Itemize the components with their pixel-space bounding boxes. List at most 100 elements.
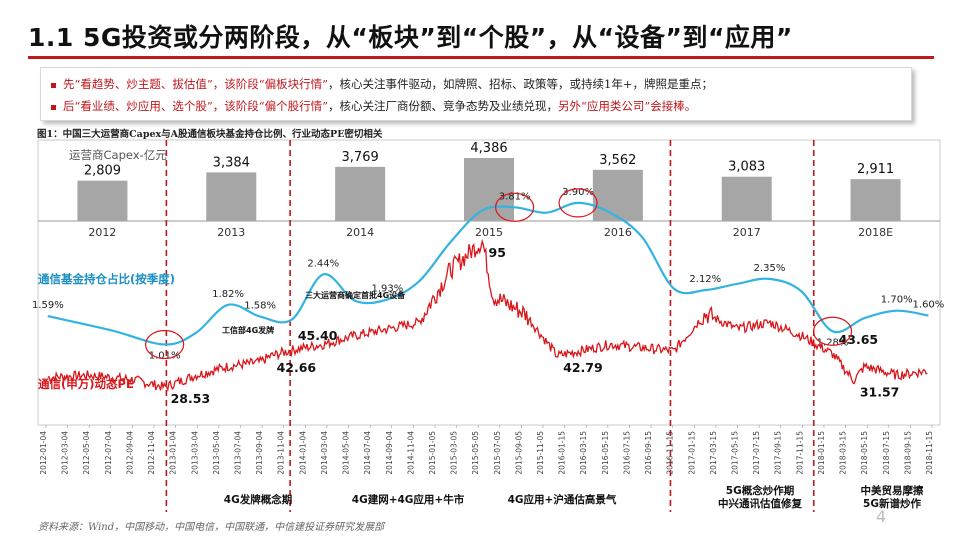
holding-point-label: 1.82% [212,289,244,300]
x-tick-label: 2013-07-04 [233,431,242,475]
x-tick-label: 2018-03-15 [839,431,848,475]
holding-point-label: 2.44% [307,258,339,269]
x-tick-label: 2013-03-04 [190,431,199,475]
capex-value-label: 4,386 [470,141,507,156]
x-tick-label: 2015-05-05 [471,431,480,475]
annotation-4g-license: 工信部4G发牌 [222,325,274,335]
bullet-1-emphasis: 先“看趋势、炒主题、拔估值”，该阶段“偏板块行情” [63,77,329,91]
page-title: 1.1 5G投资或分两阶段，从“板块”到“个股”，从“设备”到“应用” [28,23,793,52]
bullet-point-1: 先“看趋势、炒主题、拔估值”，该阶段“偏板块行情”，核心关注事件驱动，如牌照、招… [51,76,713,92]
capex-year-label: 2014 [346,226,374,239]
x-tick-label: 2017-11-15 [795,431,804,475]
capex-year-label: 2016 [604,226,632,239]
capex-axis-label: 运营商Capex-亿元 [69,148,167,162]
x-tick-label: 2014-07-04 [363,431,372,475]
x-tick-label: 2013-11-04 [277,431,286,475]
x-tick-label: 2013-01-04 [169,431,178,475]
bullet-square-icon [51,104,56,110]
capex-year-label: 2015 [475,226,503,239]
x-tick-label: 2016-07-15 [622,431,631,475]
holding-point-label: 1.93% [371,283,403,294]
phase-label-1: 4G发牌概念期 [224,493,292,506]
x-tick-label: 2012-09-04 [125,431,134,475]
holding-point-label: 1.70% [881,295,913,306]
phase-label-4: 5G概念炒作期 [726,484,794,497]
title-underline [28,56,934,59]
capex-bar-2013 [206,172,257,221]
x-tick-label: 2012-05-04 [82,431,91,475]
x-tick-label: 2015-03-05 [450,431,459,475]
holding-point-label: 3.90% [562,187,594,198]
capex-bar-2014 [335,166,386,221]
pe-ratio-line [47,238,928,393]
capex-year-label: 2018E [858,226,893,239]
x-tick-label: 2013-09-04 [255,431,264,475]
capex-value-label: 2,809 [84,164,121,179]
x-tick-label: 2016-01-15 [558,431,567,475]
x-tick-label: 2014-03-04 [320,431,329,475]
highlight-circle-4 [812,316,853,346]
x-tick-label: 2012-03-04 [61,431,70,475]
pe-point-label: 43.65 [839,332,879,347]
x-tick-label: 2014-11-04 [406,431,415,475]
x-tick-label: 2016-11-15 [666,431,675,475]
x-tick-label: 2012-11-04 [147,431,156,475]
bullet-2-emphasis: 后“看业绩、炒应用、选个股”，该阶段“偏个股行情” [63,99,329,113]
pe-point-label: 28.53 [171,391,211,406]
pe-point-label: 45.40 [298,328,338,343]
x-tick-label: 2016-09-15 [644,431,653,475]
capex-bar-2018E [850,179,901,221]
holding-point-label: 1.01% [149,351,181,362]
pe-series-label: 通信(申万)动态PE [38,377,134,391]
x-tick-label: 2015-07-05 [493,431,502,475]
x-tick-label: 2017-03-15 [709,431,718,475]
x-tick-label: 2014-09-04 [385,431,394,475]
bullet-square-icon [51,82,56,88]
annotation-4g-equipment: 三大运营商确定首批4G设备 [305,290,406,300]
holding-point-label: 2.12% [689,274,721,285]
capex-value-label: 3,083 [728,160,765,175]
capex-value-label: 3,769 [342,150,379,165]
holding-point-label: 1.60% [913,300,945,311]
holding-point-label: 1.59% [32,300,64,311]
holding-point-label: 1.28% [817,337,849,348]
holding-point-label: 1.58% [244,301,276,312]
phase-label-5: 中美贸易摩擦 [861,484,924,497]
phase-label-3: 4G应用+沪通估高景气 [508,493,617,506]
x-tick-label: 2014-05-04 [342,431,351,475]
x-tick-label: 2018-11-15 [925,431,934,475]
holding-ratio-line [47,201,929,346]
key-points-box: 先“看趋势、炒主题、拔估值”，该阶段“偏板块行情”，核心关注事件驱动，如牌照、招… [40,67,912,121]
capex-value-label: 2,911 [857,162,894,177]
bullet-2-tail: 另外“应用类公司”会接棒。 [558,99,697,113]
x-tick-label: 2017-07-15 [752,431,761,475]
capex-value-label: 3,562 [599,153,636,168]
pe-point-label: 31.57 [860,385,900,400]
capex-year-label: 2017 [733,226,761,239]
holding-point-label: 2.35% [754,263,786,274]
x-tick-label: 2012-07-04 [104,431,113,475]
x-tick-label: 2018-01-15 [817,431,826,475]
pe-point-label: 42.79 [563,360,603,375]
x-tick-label: 2018-09-15 [903,431,912,475]
pe-point-label: 95 [489,245,506,260]
x-tick-label: 2013-05-04 [212,431,221,475]
highlight-circle-3 [558,188,598,218]
bullet-point-2: 后“看业绩、炒应用、选个股”，该阶段“偏个股行情”，核心关注厂商份额、竞争态势及… [51,98,696,114]
holding-point-label: 3.81% [499,191,531,202]
capex-bar-2016 [592,169,643,221]
x-tick-label: 2015-11-05 [536,431,545,475]
capex-bar-2017 [721,176,772,221]
x-tick-label: 2012-01-04 [39,431,48,475]
phase-label-2: 4G建网+4G应用+牛市 [352,493,465,506]
capex-value-label: 3,384 [213,155,250,170]
x-tick-label: 2015-01-05 [428,431,437,475]
bullet-1-text: ，核心关注事件驱动，如牌照、招标、政策等，或持续1年+，牌照是重点； [328,77,713,91]
plot-frame [37,139,941,426]
holding-series-label: 通信基金持仓占比(按季度) [38,272,175,286]
pe-point-label: 42.66 [277,360,317,375]
page-number: 4 [876,507,887,526]
x-tick-label: 2018-07-15 [882,431,891,475]
capex-bar-2015 [464,158,514,221]
